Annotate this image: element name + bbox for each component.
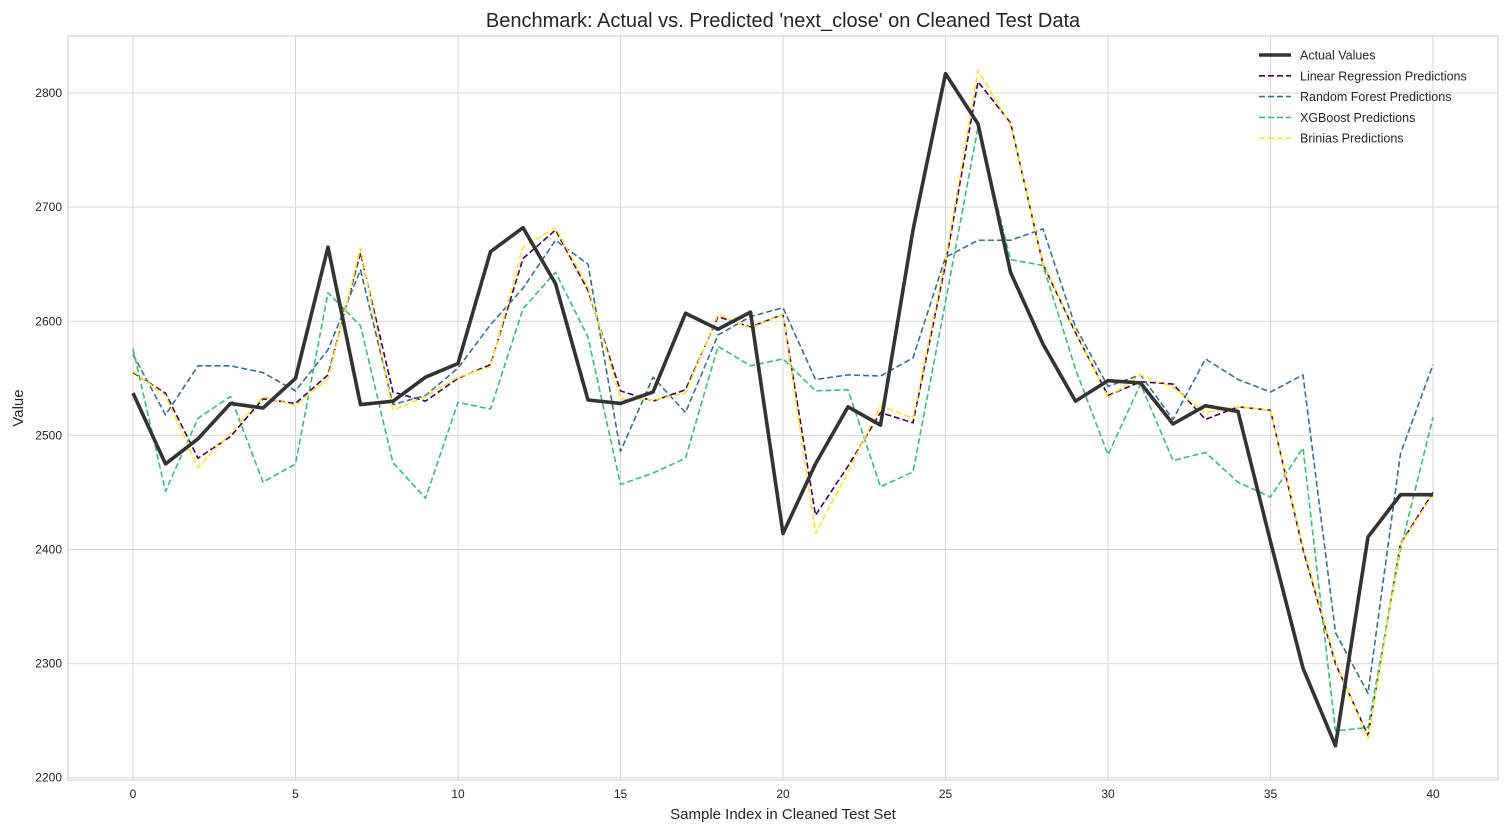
x-tick-label: 35 xyxy=(1264,787,1278,801)
x-tick-label: 20 xyxy=(776,787,790,801)
y-tick-label: 2800 xyxy=(35,86,62,100)
legend: Actual Values Linear Regression Predictio… xyxy=(1259,49,1467,146)
x-tick-label: 30 xyxy=(1101,787,1115,801)
plot-area-frame xyxy=(67,35,1499,781)
x-tick-label: 0 xyxy=(130,787,137,801)
x-tick-label: 15 xyxy=(614,787,628,801)
series-line-xgboost-predictions xyxy=(132,126,1434,732)
series-lines xyxy=(131,69,1434,748)
y-tick-label: 2600 xyxy=(35,314,62,328)
y-tick-label: 2200 xyxy=(35,771,62,785)
x-tick-label: 10 xyxy=(451,787,465,801)
x-tick-label: 25 xyxy=(939,787,953,801)
y-tick-label: 2500 xyxy=(35,428,62,442)
legend-label: Brinias Predictions xyxy=(1300,132,1404,146)
legend-label: XGBoost Predictions xyxy=(1300,111,1415,125)
grid-lines xyxy=(68,36,1498,780)
legend-label: Linear Regression Predictions xyxy=(1300,69,1467,83)
series-line-brinias-predictions xyxy=(132,69,1434,740)
y-axis-label: Value xyxy=(10,389,27,426)
x-axis-label: Sample Index in Cleaned Test Set xyxy=(670,806,897,823)
legend-label: Random Forest Predictions xyxy=(1300,90,1451,104)
series-line-random-forest-predictions xyxy=(132,228,1434,695)
legend-label: Actual Values xyxy=(1300,49,1376,63)
x-tick-label: 40 xyxy=(1426,787,1440,801)
y-tick-label: 2700 xyxy=(35,200,62,214)
y-tick-label: 2300 xyxy=(35,657,62,671)
y-tick-label: 2400 xyxy=(35,542,62,556)
chart-title: Benchmark: Actual vs. Predicted 'next_cl… xyxy=(486,10,1081,32)
series-line-actual-values xyxy=(131,71,1433,748)
axis-ticks: 0 5 10 15 20 25 30 35 40 2200 2300 2400 2500 2600 2700… xyxy=(35,86,1440,801)
x-tick-label: 5 xyxy=(292,787,299,801)
